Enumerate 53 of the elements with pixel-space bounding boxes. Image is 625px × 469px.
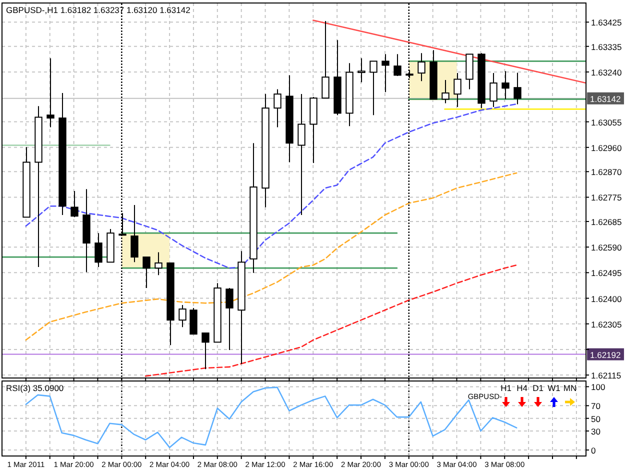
- y-tick-label: 1.63055: [591, 117, 622, 128]
- annotation: MN: [563, 383, 577, 393]
- candlestick: [358, 58, 366, 83]
- annotation: H4: [516, 383, 528, 393]
- y-tick-label: 1.62960: [591, 142, 622, 153]
- y-tick-label: 70: [591, 401, 601, 412]
- candlestick: [298, 94, 306, 216]
- candlestick: [274, 88, 282, 128]
- candlestick: [70, 190, 78, 218]
- line-series: [144, 264, 518, 377]
- y-tick-label: 1.62495: [591, 268, 622, 278]
- candlestick: [418, 52, 426, 82]
- y-tick-label: 1.62115: [591, 370, 622, 381]
- candlestick: [94, 232, 102, 268]
- candlestick: [454, 72, 462, 108]
- annotation: D1: [532, 383, 544, 393]
- y-tick-label: 50: [591, 414, 601, 424]
- y-tick-label: 1.62400: [591, 294, 622, 304]
- candlestick: [130, 204, 138, 263]
- candlestick: [202, 332, 210, 370]
- candlestick: [442, 80, 450, 104]
- candlestick: [178, 304, 186, 328]
- y-tick-label: 0: [591, 445, 596, 456]
- y-tick-label: 1.63240: [591, 67, 622, 78]
- chart-title: GBPUSD-,H1 1.63182 1.63237 1.63120 1.63142: [6, 5, 191, 15]
- y-tick-label: 100: [591, 382, 606, 392]
- candlestick: [46, 58, 54, 128]
- y-tick-label: 1.62305: [591, 319, 622, 330]
- candlestick: [226, 288, 234, 350]
- y-tick-label: 1.63425: [591, 18, 622, 28]
- candlestick: [394, 54, 402, 77]
- y-tick-label: 1.63335: [591, 42, 622, 52]
- y-tick-label: 1.62775: [591, 192, 622, 203]
- candlestick: [370, 60, 378, 116]
- ref-line-label: 1.62192: [590, 350, 621, 360]
- candlestick: [382, 54, 390, 93]
- candlestick: [190, 307, 198, 335]
- candlestick: [322, 20, 330, 99]
- chart-title: RSI(3) 35.0900: [6, 383, 64, 393]
- candlestick: [490, 72, 498, 108]
- ref-line-label: 1.63142: [590, 94, 621, 104]
- annotation: W1: [548, 383, 561, 393]
- candlestick: [514, 72, 522, 105]
- candlestick: [154, 252, 162, 276]
- annotation: H1: [500, 383, 512, 393]
- y-tick-label: 1.62685: [591, 216, 622, 227]
- line-series: [25, 103, 518, 269]
- y-tick-label: 30: [591, 426, 601, 436]
- y-tick-label: 1.62870: [591, 167, 622, 178]
- candlestick: [142, 256, 150, 289]
- y-tick-label: 1.62590: [591, 242, 622, 253]
- candlestick: [502, 70, 510, 100]
- line-series: [25, 172, 518, 341]
